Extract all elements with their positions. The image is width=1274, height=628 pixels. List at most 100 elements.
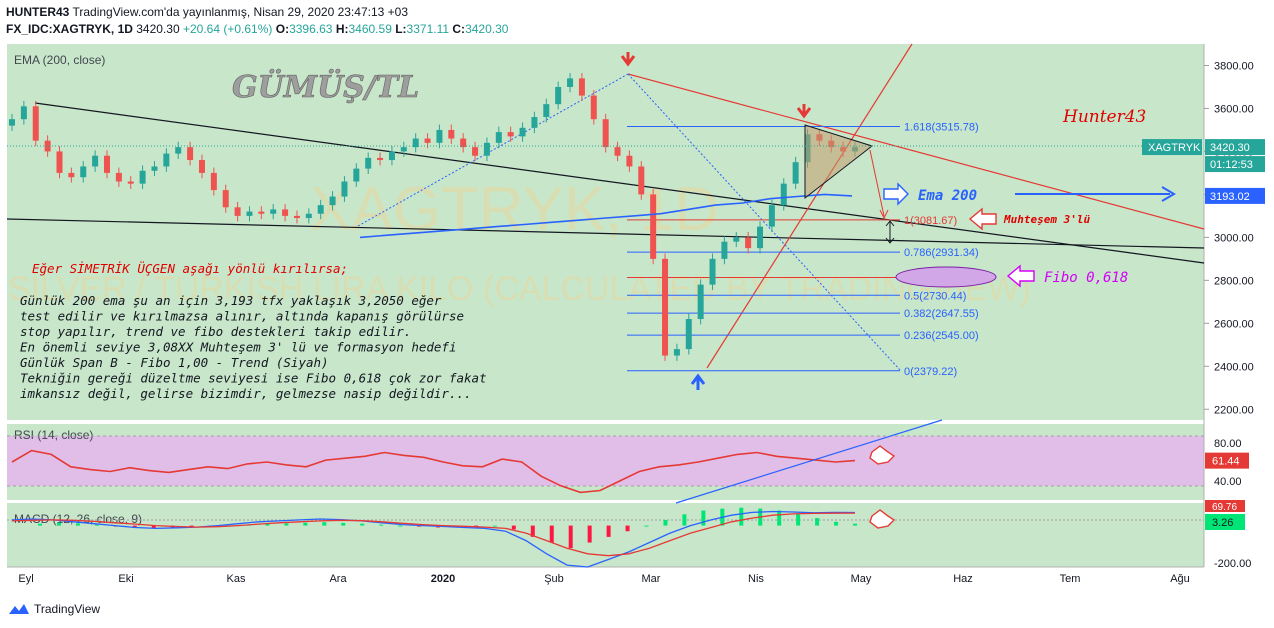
macd-histogram-bar xyxy=(644,525,649,527)
candle-body xyxy=(377,157,384,161)
open-value: 3396.63 xyxy=(289,22,333,36)
macd-histogram-bar xyxy=(511,525,516,530)
red-support-line xyxy=(706,43,913,369)
black-trendline-lower xyxy=(6,218,1205,249)
price-pane[interactable] xyxy=(7,44,1204,420)
ohlc-header: FX_IDC:XAGTRYK, 1D 3420.30 +20.64 (+0.61… xyxy=(6,22,508,36)
candle-body xyxy=(400,147,407,152)
macd-histogram-bar xyxy=(625,525,630,532)
candle-body xyxy=(721,241,728,259)
macd-histogram-bar xyxy=(853,523,857,526)
tradingview-footer[interactable]: TradingView xyxy=(8,602,100,616)
rsi-hand-icon xyxy=(869,445,896,465)
candle-body xyxy=(80,166,87,178)
candle-body xyxy=(127,181,134,184)
rsi-line xyxy=(11,449,856,494)
ema-hand-icon xyxy=(883,182,909,206)
ema-value-tag xyxy=(1205,187,1265,204)
macd-axis: -200.00 69.76 3.26 xyxy=(1205,500,1251,570)
candle-body xyxy=(697,284,704,320)
candle-body xyxy=(56,151,63,173)
candle-body xyxy=(151,166,158,171)
macd-value-text: 69.76 xyxy=(1212,502,1237,513)
macd-hist-value-tag xyxy=(1205,514,1245,530)
candle-body xyxy=(638,166,645,195)
candle-body xyxy=(483,142,490,156)
candle-body xyxy=(305,213,312,219)
macd-hist-value-text: 3.26 xyxy=(1212,517,1233,529)
fib-level-label: 1.618(3515.78) xyxy=(904,122,979,134)
macd-histogram-bar xyxy=(606,525,611,537)
macd-histogram-bar xyxy=(682,514,687,526)
time-tick-label: Ara xyxy=(329,573,347,585)
candle-body xyxy=(555,86,562,105)
rsi-trendline xyxy=(675,419,943,504)
countdown-tag xyxy=(1205,156,1265,173)
macd-hand-icon xyxy=(869,509,896,529)
macd-histogram-bar xyxy=(132,525,137,528)
macd-histogram-bar xyxy=(815,518,820,526)
candle-body xyxy=(519,127,526,137)
tradingview-brand: TradingView xyxy=(34,602,101,616)
high-value: 3460.59 xyxy=(348,22,392,36)
fib-level-label: 0(2379.22) xyxy=(904,366,957,378)
macd-histogram-bar xyxy=(341,522,346,526)
publisher-name: HUNTER43 xyxy=(6,5,70,19)
triangle-breakdown-arrow xyxy=(869,149,885,217)
candle-body xyxy=(507,132,514,137)
time-tick-label: Mar xyxy=(642,573,661,585)
blue-dotted-line-down xyxy=(627,73,901,371)
candle-body xyxy=(780,183,787,206)
candle-body xyxy=(673,349,680,356)
ema-right-arrowhead xyxy=(1161,186,1176,202)
candle-body xyxy=(68,172,75,178)
time-tick-label: May xyxy=(851,573,872,585)
candle-body xyxy=(388,151,395,161)
analysis-note-line: Günlük Span B - Fibo 1,00 - Trend (Siyah… xyxy=(20,355,329,370)
price-change: +20.64 (+0.61%) xyxy=(182,22,273,36)
fib-level-label: 0.786(2931.34) xyxy=(904,247,979,259)
fibo-hand-icon xyxy=(1006,264,1035,288)
fibo-618-ellipse xyxy=(895,266,997,288)
macd-pane[interactable] xyxy=(7,503,1204,567)
symbol-tag xyxy=(1142,139,1202,156)
candle-body xyxy=(365,157,372,169)
analysis-note-line: Günlük 200 ema şu an için 3,193 tfx yakl… xyxy=(20,293,442,308)
candle-body xyxy=(626,155,633,167)
candle-body xyxy=(472,147,479,156)
price-value-text: 3420.30 xyxy=(1210,142,1250,154)
candle-body xyxy=(567,78,574,87)
candle-body xyxy=(270,209,277,214)
macd-histogram-bar xyxy=(587,525,592,543)
candle-body xyxy=(282,209,289,216)
candle-body xyxy=(424,138,431,143)
rsi-tick-label: 40.00 xyxy=(1214,476,1242,488)
analysis-note-line: test edilir ve kırılmazsa alınır, altınd… xyxy=(20,309,464,324)
candle-body xyxy=(198,160,205,173)
macd-histogram-bar xyxy=(834,521,839,526)
top-arrow-icon xyxy=(620,52,636,67)
candle-body xyxy=(293,215,300,219)
candle-body xyxy=(175,147,182,154)
candle-body xyxy=(448,129,455,139)
macd-histogram-bar xyxy=(473,525,478,527)
rsi-pane-label: RSI (14, close) xyxy=(14,428,93,442)
rsi-value-text: 61.44 xyxy=(1212,456,1240,468)
price-tick-label: 2800.00 xyxy=(1214,275,1254,287)
trendlines xyxy=(6,43,1205,371)
candle-body xyxy=(246,211,253,216)
macd-histogram-bar xyxy=(663,519,668,526)
ema-annotation: Ema 200 xyxy=(918,188,977,204)
author-annotation: Hunter43 xyxy=(1062,107,1146,127)
macd-line xyxy=(11,510,856,568)
price-tick-label: 3600.00 xyxy=(1214,103,1254,115)
rsi-value-tag xyxy=(1205,452,1249,469)
muhtesem-hand-icon xyxy=(968,207,997,231)
candle-body xyxy=(210,172,217,191)
macd-histogram-bar xyxy=(303,522,308,526)
macd-histogram-bar xyxy=(56,522,61,526)
macd-histogram-bar xyxy=(701,510,706,526)
candle-body xyxy=(460,138,467,148)
candle-body xyxy=(495,132,502,143)
